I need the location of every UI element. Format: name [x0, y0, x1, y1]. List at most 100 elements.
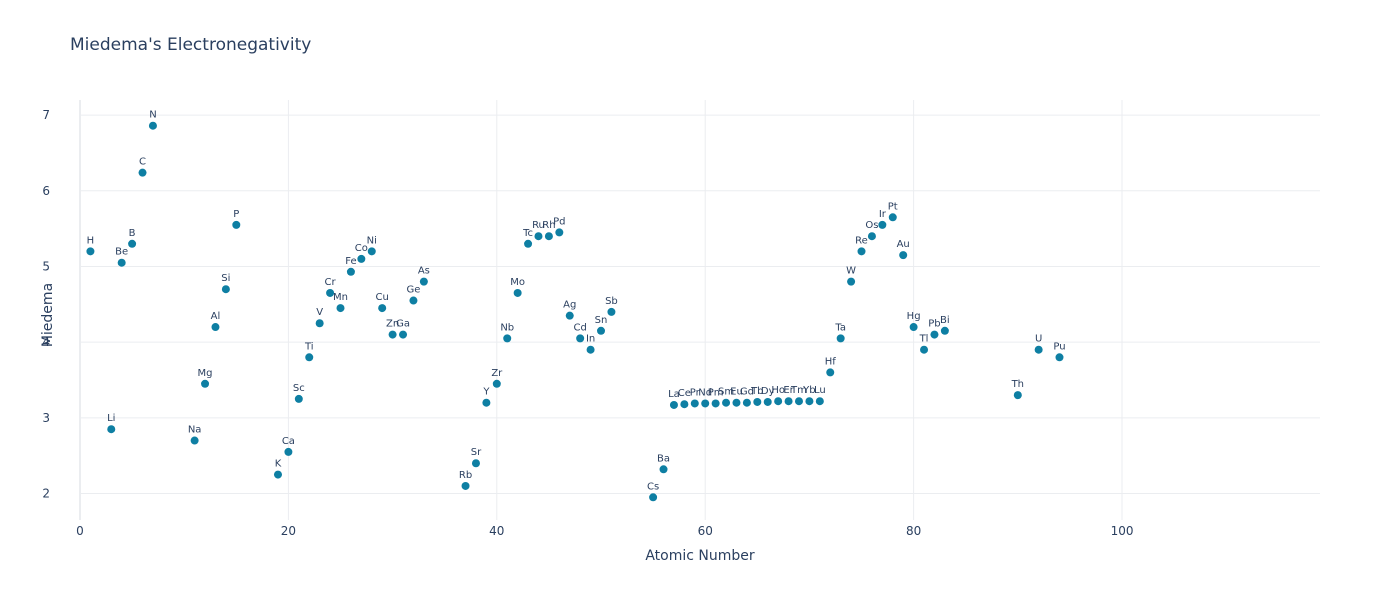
data-point-h[interactable] [86, 247, 95, 256]
data-point-rb[interactable] [461, 481, 470, 490]
data-point-al[interactable] [211, 323, 220, 332]
data-point-hg[interactable] [909, 323, 918, 332]
data-point-b[interactable] [128, 239, 137, 248]
data-point-ti[interactable] [305, 353, 314, 362]
point-label-li: Li [107, 413, 115, 424]
data-point-w[interactable] [847, 277, 856, 286]
point-label-rh: Rh [542, 220, 555, 231]
point-label-pb: Pb [928, 319, 940, 330]
data-point-rh[interactable] [544, 232, 553, 241]
data-point-y[interactable] [482, 398, 491, 407]
data-point-ir[interactable] [878, 220, 887, 229]
data-point-pm[interactable] [711, 399, 720, 408]
x-tick-label: 40 [489, 524, 504, 538]
point-label-cu: Cu [376, 292, 389, 303]
data-point-cr[interactable] [326, 288, 335, 297]
data-point-ga[interactable] [399, 330, 408, 339]
point-label-bi: Bi [940, 315, 950, 326]
data-point-ag[interactable] [565, 311, 574, 320]
data-point-cu[interactable] [378, 304, 387, 313]
data-point-bi[interactable] [940, 326, 949, 335]
data-point-na[interactable] [190, 436, 199, 445]
point-label-zr: Zr [491, 368, 503, 379]
data-point-zn[interactable] [388, 330, 397, 339]
data-point-th[interactable] [1013, 391, 1022, 400]
point-label-na: Na [188, 425, 202, 436]
data-point-cd[interactable] [576, 334, 585, 343]
data-point-sn[interactable] [597, 326, 606, 335]
point-label-u: U [1035, 334, 1042, 345]
point-label-er: Er [783, 385, 794, 396]
data-point-c[interactable] [138, 168, 147, 177]
point-label-ag: Ag [563, 300, 576, 311]
data-point-ca[interactable] [284, 447, 293, 456]
point-label-ta: Ta [834, 322, 846, 333]
data-point-eu[interactable] [732, 398, 741, 407]
data-point-tl[interactable] [920, 345, 929, 354]
data-point-tb[interactable] [753, 397, 762, 406]
data-point-mo[interactable] [513, 288, 522, 297]
data-point-zr[interactable] [492, 379, 501, 388]
data-point-pr[interactable] [690, 399, 699, 408]
data-point-lu[interactable] [815, 397, 824, 406]
data-point-ce[interactable] [680, 400, 689, 409]
data-point-au[interactable] [899, 251, 908, 260]
data-point-nb[interactable] [503, 334, 512, 343]
data-point-li[interactable] [107, 425, 116, 434]
data-point-as[interactable] [419, 277, 428, 286]
data-point-ge[interactable] [409, 296, 418, 305]
point-label-ca: Ca [282, 436, 295, 447]
data-point-pu[interactable] [1055, 353, 1064, 362]
data-point-nd[interactable] [701, 399, 710, 408]
data-point-in[interactable] [586, 345, 595, 354]
point-label-p: P [233, 209, 239, 220]
point-label-mo: Mo [510, 277, 525, 288]
point-label-lu: Lu [814, 385, 826, 396]
point-label-w: W [846, 266, 856, 277]
data-point-gd[interactable] [742, 398, 751, 407]
data-point-yb[interactable] [805, 397, 814, 406]
gridlines [79, 100, 1320, 520]
data-point-tc[interactable] [524, 239, 533, 248]
point-label-au: Au [897, 239, 910, 250]
data-point-k[interactable] [273, 470, 282, 479]
data-point-cs[interactable] [649, 493, 658, 502]
data-point-v[interactable] [315, 319, 324, 328]
data-point-fe[interactable] [346, 267, 355, 276]
data-point-tm[interactable] [794, 397, 803, 406]
point-label-sr: Sr [471, 447, 482, 458]
y-axis-title: Miedema [40, 283, 56, 347]
point-label-ce: Ce [678, 388, 691, 399]
data-point-os[interactable] [867, 232, 876, 241]
data-point-dy[interactable] [763, 397, 772, 406]
data-point-be[interactable] [117, 258, 126, 267]
data-point-si[interactable] [221, 285, 230, 294]
data-point-la[interactable] [669, 400, 678, 409]
data-point-ru[interactable] [534, 232, 543, 241]
data-point-p[interactable] [232, 220, 241, 229]
data-point-ni[interactable] [367, 247, 376, 256]
data-point-ho[interactable] [774, 397, 783, 406]
data-point-pb[interactable] [930, 330, 939, 339]
data-point-co[interactable] [357, 254, 366, 263]
point-label-yb: Yb [802, 385, 815, 396]
data-point-u[interactable] [1034, 345, 1043, 354]
data-point-mg[interactable] [201, 379, 210, 388]
data-point-pd[interactable] [555, 228, 564, 237]
data-point-er[interactable] [784, 397, 793, 406]
data-point-mn[interactable] [336, 304, 345, 313]
data-point-n[interactable] [148, 121, 157, 130]
data-point-sb[interactable] [607, 307, 616, 316]
data-point-ta[interactable] [836, 334, 845, 343]
data-point-ba[interactable] [659, 465, 668, 474]
point-label-ba: Ba [657, 453, 670, 464]
data-point-re[interactable] [857, 247, 866, 256]
data-point-sm[interactable] [722, 398, 731, 407]
data-point-hf[interactable] [826, 368, 835, 377]
chart-title: Miedema's Electronegativity [70, 35, 311, 55]
data-point-sr[interactable] [471, 459, 480, 468]
point-label-nd: Nd [698, 387, 712, 398]
data-point-pt[interactable] [888, 213, 897, 222]
data-point-sc[interactable] [294, 394, 303, 403]
point-label-co: Co [355, 243, 368, 254]
